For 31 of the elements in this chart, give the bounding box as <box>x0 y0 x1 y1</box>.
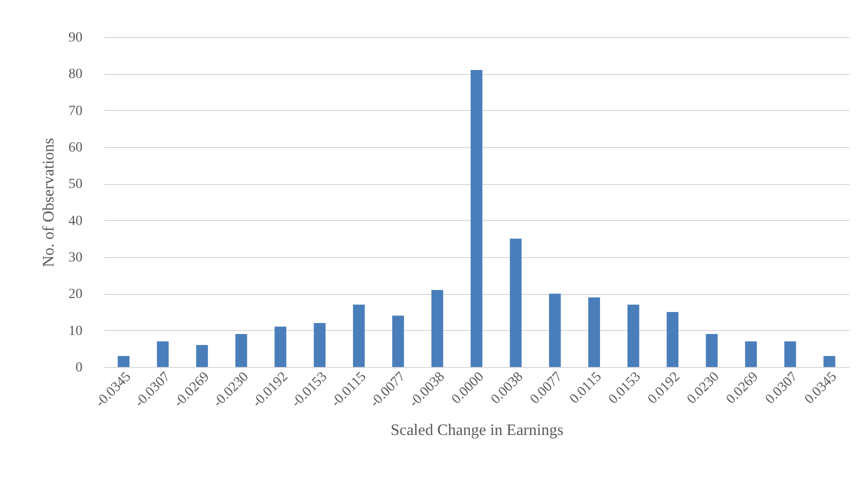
bar <box>824 356 836 367</box>
bar <box>470 70 482 367</box>
y-tick-label: 90 <box>68 30 82 46</box>
bar <box>156 341 169 367</box>
y-tick-label: 60 <box>68 140 82 156</box>
y-tick-label: 20 <box>68 287 82 302</box>
y-tick-label: 40 <box>68 214 82 229</box>
y-tick-label: 80 <box>68 67 82 82</box>
bar <box>549 294 561 367</box>
bar <box>627 304 640 367</box>
y-tick-label: 10 <box>68 324 82 339</box>
bar <box>235 334 248 367</box>
bar <box>431 290 444 367</box>
bar <box>392 316 404 367</box>
bar <box>510 238 522 367</box>
bar <box>352 304 365 367</box>
y-tick-label: 70 <box>68 104 82 119</box>
bar <box>196 345 208 367</box>
bar <box>588 297 600 367</box>
bar <box>274 326 286 367</box>
x-axis-title: Scaled Change in Earnings <box>390 422 564 439</box>
y-tick-label: 50 <box>68 177 82 192</box>
bar <box>118 356 130 367</box>
y-tick-label: 0 <box>76 360 82 376</box>
bar <box>784 341 796 367</box>
bar <box>314 323 326 367</box>
bar <box>706 334 718 367</box>
bar <box>745 341 757 367</box>
bar <box>666 312 678 367</box>
y-tick-label: 30 <box>68 250 82 266</box>
y-axis-title: No. of Observations <box>40 138 58 268</box>
